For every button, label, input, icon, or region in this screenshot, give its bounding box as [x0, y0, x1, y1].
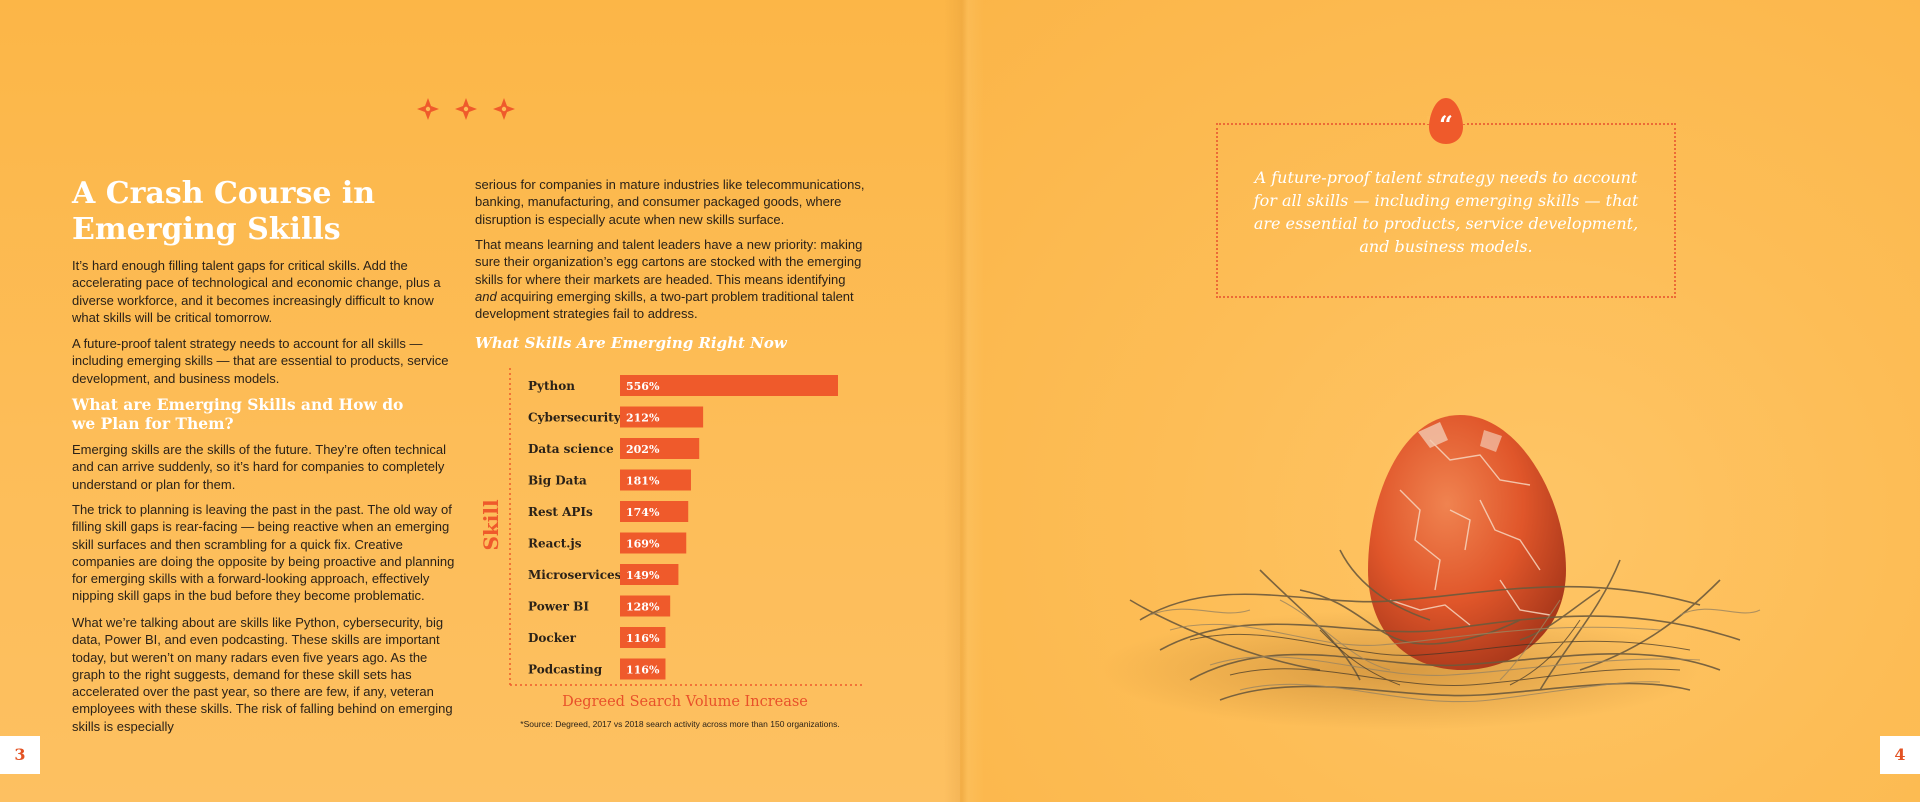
category-label: Data science	[528, 442, 614, 456]
bar	[620, 627, 666, 648]
examples-paragraph: What we’re talking about are skills like…	[72, 615, 453, 734]
page-number-left: 3	[0, 736, 40, 774]
bar	[620, 532, 687, 554]
bar	[620, 501, 689, 522]
pull-quote-text: A future-proof talent strategy needs to …	[1253, 168, 1639, 256]
category-label: Cybersecurity	[528, 411, 622, 425]
ornament-row	[416, 97, 526, 121]
bar-group: Python 556% Cybersecurity 212% Data science 2…	[528, 375, 838, 680]
priority-emphasis: and	[475, 288, 497, 304]
diamond-ornament-icon	[493, 98, 515, 120]
priority-text-a: That means learning and talent leaders h…	[475, 237, 863, 287]
category-label: Python	[528, 379, 575, 393]
bar-value-label: 116%	[626, 664, 660, 677]
category-label: Rest APIs	[528, 505, 593, 519]
bar	[620, 438, 700, 459]
category-label: React.js	[528, 537, 582, 551]
planning-paragraph: The trick to planning is leaving the pas…	[72, 502, 455, 604]
bar	[620, 658, 666, 680]
quote-egg-icon: “	[1427, 98, 1465, 144]
y-axis-label: Skill	[479, 499, 503, 550]
priority-paragraph: That means learning and talent leaders h…	[475, 236, 870, 322]
intro-paragraph: It’s hard enough filling talent gaps for…	[72, 258, 441, 325]
page-number-right: 4	[1880, 736, 1920, 774]
category-label: Power BI	[528, 600, 589, 614]
page-title: A Crash Course in Emerging Skills	[72, 176, 376, 247]
continuation-paragraph: serious for companies in mature industri…	[475, 177, 865, 227]
bar-value-label: 149%	[626, 569, 660, 582]
category-label: Docker	[528, 631, 577, 645]
left-page	[0, 0, 960, 802]
bar-value-label: 174%	[626, 506, 660, 519]
diamond-ornament-icon	[417, 98, 439, 120]
diamond-ornament-icon	[455, 98, 477, 120]
egg-in-nest-image	[1100, 415, 1761, 730]
bar-value-label: 212%	[626, 412, 660, 425]
page-gutter	[944, 0, 984, 802]
bar-value-label: 128%	[626, 601, 660, 614]
bar	[620, 595, 671, 617]
category-label: Big Data	[528, 474, 587, 488]
bar	[620, 469, 691, 491]
chart-title: What Skills Are Emerging Right Now	[475, 334, 787, 352]
bar	[620, 406, 704, 428]
category-label: Microservices	[528, 568, 622, 582]
bar-value-label: 116%	[626, 632, 660, 645]
strategy-paragraph: A future-proof talent strategy needs to …	[72, 336, 449, 386]
x-axis-label: Degreed Search Volume Increase	[562, 694, 808, 710]
bar	[620, 564, 679, 585]
bar-value-label: 181%	[626, 475, 660, 488]
section-subheading: What are Emerging Skills and How do we P…	[72, 395, 404, 433]
bar-value-label: 556%	[626, 380, 660, 393]
svg-text:“: “	[1439, 110, 1453, 139]
bar-value-label: 202%	[626, 443, 660, 456]
bar-value-label: 169%	[626, 538, 660, 551]
definition-paragraph: Emerging skills are the skills of the fu…	[72, 442, 447, 492]
chart-source-note: *Source: Degreed, 2017 vs 2018 search ac…	[520, 719, 840, 729]
bar	[620, 375, 838, 396]
category-label: Podcasting	[528, 663, 603, 677]
priority-text-b: acquiring emerging skills, a two-part pr…	[475, 288, 854, 322]
skills-bar-chart: Skill Python 556% Cybersecurity 212% Data sc…	[479, 368, 862, 686]
